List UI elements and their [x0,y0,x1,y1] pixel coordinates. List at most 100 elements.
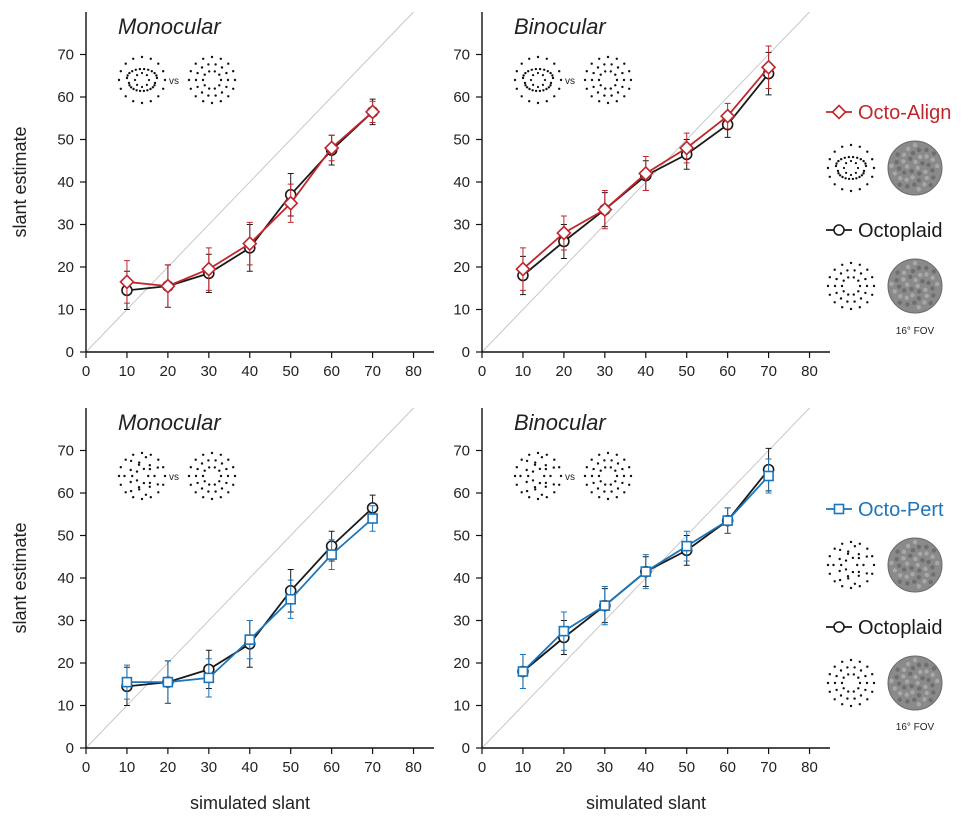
stimulus-dot [128,71,131,75]
stimulus-dot [616,462,620,465]
stimulus-dot [828,690,831,693]
stimulus-dot [846,552,850,555]
stimulus-dot [189,87,192,91]
x-tick-label: 50 [678,363,695,380]
stimulus-dot [597,474,601,478]
vs-label: vs [565,76,575,87]
texture-speck [924,147,929,153]
stimulus-dot [606,101,610,105]
stimulus-dot [524,84,527,87]
stimulus-dot [214,63,217,66]
stimulus-dot [144,493,148,496]
stimulus-dot [117,474,121,478]
stimulus-dot [525,459,529,463]
stimulus-dot [592,481,595,485]
stimulus-dot [585,466,588,469]
texture-speck [905,302,910,307]
stimulus-dot [828,555,831,558]
stimulus-dot [219,57,222,60]
stimulus-dot [207,459,210,462]
texture-speck [908,156,913,161]
legend-label: Octo-Pert [858,499,944,521]
texture-speck [931,690,936,695]
stimulus-dot [157,62,160,65]
stimulus-dot [614,469,617,472]
stimulus-dot [629,78,633,82]
texture-speck [935,560,940,566]
stimulus-dot [604,466,607,469]
texture-speck [918,154,923,160]
stimulus-dot [219,496,222,499]
stimulus-dot [202,496,205,499]
stimulus-dot [833,268,836,271]
stimulus-dot [841,660,844,663]
stimulus-dot [131,70,134,73]
texture-speck [922,697,927,702]
texture-speck [917,171,922,176]
y-tick-label: 20 [453,655,470,672]
stimulus-dot [155,76,159,80]
texture-speck [916,187,921,192]
stimulus-dot [621,467,624,471]
texture-speck [910,175,915,180]
stimulus-dot [847,177,851,181]
stimulus-dot [596,66,600,69]
x-tick-label: 60 [323,363,340,380]
stimulus-dot [551,74,554,77]
stimulus-dot [140,497,144,501]
stimulus-dot [545,100,548,103]
stimulus-dot [871,276,874,279]
stimulus-dot [614,84,617,87]
y-tick-label: 50 [57,132,74,149]
texture-speck [897,182,902,187]
stimulus-dot [610,490,613,493]
texture-speck [916,693,922,698]
stimulus-dot [528,453,531,456]
x-tick-label: 20 [160,363,177,380]
texture-speck [889,560,894,566]
x-tick-label: 10 [119,759,136,776]
data-point [599,600,611,611]
data-point [242,235,258,252]
stimulus-dot [847,293,850,296]
stimulus-dot [855,177,858,180]
stimulus-dot [543,78,547,82]
legend: Octo-Align Octoplaid 16° FOV [826,102,951,337]
legend-item: Octo-Pert [826,499,944,593]
stimulus-dot [558,87,561,91]
stimulus-dot [540,493,544,496]
stimulus-dot [852,293,855,296]
stimulus-dot [590,62,593,65]
texture-speck [916,584,921,589]
stimulus-dot [218,73,221,76]
texture-speck [901,549,907,554]
x-tick-label: 30 [200,759,217,776]
stimulus-dot [227,458,230,461]
stimulus-dot [208,87,211,90]
texture-speck [892,171,897,176]
stimulus-dot [200,66,204,69]
stimulus-dot [851,177,855,181]
stimulus-dot [628,70,631,73]
stimulus-dot [835,688,838,692]
x-tick-label: 70 [364,759,381,776]
texture-speck [896,681,902,686]
stimulus-dot [227,95,230,98]
stimulus-dot [826,563,830,567]
legend-label: Octoplaid [858,220,943,242]
stimulus-dot [841,703,844,706]
stimulus-dot [153,81,157,85]
stimulus-dot [858,263,861,266]
data-point [162,676,174,688]
stimulus-dot [214,490,217,493]
stimulus-dot [131,474,134,478]
stimulus-dot [844,568,848,571]
texture-speck [924,572,929,578]
stimulus-dot [117,78,121,82]
stimulus-dot [849,159,853,163]
texture-speck [897,300,902,305]
stimulus-dot [871,673,874,676]
stimulus-dot [189,70,192,73]
stimulus-dot [203,469,206,472]
stimulus-dot [233,474,237,478]
